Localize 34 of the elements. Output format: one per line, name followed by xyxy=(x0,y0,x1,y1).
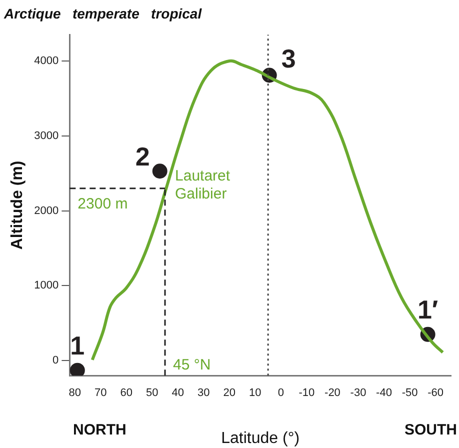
x-tick-label: -10 xyxy=(298,387,315,400)
ref-line-label: 2300 m xyxy=(78,195,128,212)
ref-line-label: 45 °N xyxy=(173,356,211,374)
x-tick-label: -20 xyxy=(324,387,340,400)
x-tick-label: 10 xyxy=(249,387,262,400)
x-tick-label: -60 xyxy=(428,387,444,400)
point xyxy=(152,164,168,179)
x-tick-label: 60 xyxy=(120,387,132,400)
x-tick-label: 40 xyxy=(172,387,184,400)
series-label: 1′ xyxy=(417,294,438,325)
y-tick-label: 3000 xyxy=(34,130,59,142)
x-tick-label: 70 xyxy=(94,387,107,400)
point xyxy=(70,362,85,376)
text: NORTH xyxy=(73,422,126,439)
x-tick-label: 0 xyxy=(278,387,284,400)
y-tick-label: 1000 xyxy=(34,280,59,292)
x-tick-label: 20 xyxy=(223,387,236,400)
x-tick-label: -30 xyxy=(350,387,366,400)
series-label: 1 xyxy=(70,330,85,361)
x-axis-title: Latitude (°) xyxy=(221,430,300,447)
series-label: 3 xyxy=(281,43,296,74)
y-tick-label: 0 xyxy=(52,354,59,367)
x-tick-label: 30 xyxy=(198,387,210,400)
x-tick-label: -50 xyxy=(402,387,418,400)
x-tick-label: 80 xyxy=(68,387,81,400)
text: SOUTH xyxy=(404,422,457,439)
y-tick-label: 4000 xyxy=(34,55,59,68)
y-tick-label: 2000 xyxy=(34,204,59,217)
x-tick-label: -40 xyxy=(376,387,392,400)
y-axis-title: Altitude (m) xyxy=(9,160,26,250)
annotation: Lautaret Galibier xyxy=(175,167,231,202)
x-tick-label: 50 xyxy=(146,387,158,400)
series-label: 2 xyxy=(135,141,150,172)
chart-title: Arctique temperate tropical xyxy=(3,5,203,22)
